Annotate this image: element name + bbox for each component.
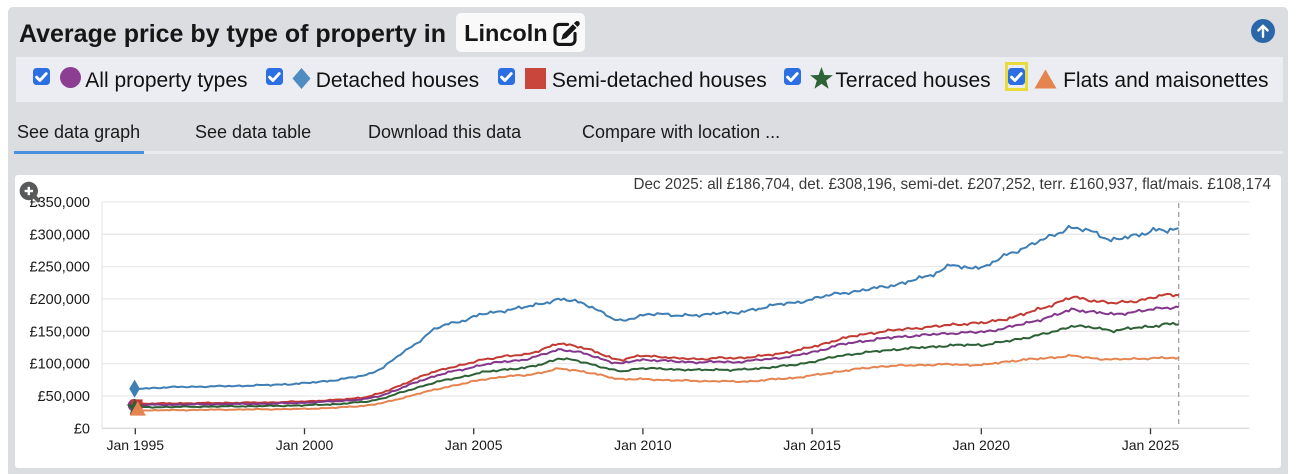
svg-text:Dec 2025: all £186,704, det. £: Dec 2025: all £186,704, det. £308,196, s… — [633, 176, 1271, 193]
svg-text:£200,000: £200,000 — [30, 291, 90, 307]
svg-text:Jan 2015: Jan 2015 — [783, 437, 841, 453]
svg-text:£0: £0 — [74, 421, 90, 437]
svg-text:£300,000: £300,000 — [30, 227, 90, 243]
svg-text:Jan 2020: Jan 2020 — [952, 437, 1010, 453]
svg-text:Jan 2025: Jan 2025 — [1122, 437, 1180, 453]
svg-text:Jan 1995: Jan 1995 — [106, 437, 164, 453]
svg-text:Jan 2010: Jan 2010 — [614, 437, 672, 453]
svg-text:£250,000: £250,000 — [30, 259, 90, 275]
svg-text:£50,000: £50,000 — [38, 389, 90, 405]
svg-text:Jan 2005: Jan 2005 — [445, 437, 503, 453]
svg-text:£150,000: £150,000 — [30, 324, 90, 340]
svg-text:£100,000: £100,000 — [30, 356, 90, 372]
svg-text:£350,000: £350,000 — [30, 194, 90, 210]
svg-text:Jan 2000: Jan 2000 — [276, 437, 334, 453]
